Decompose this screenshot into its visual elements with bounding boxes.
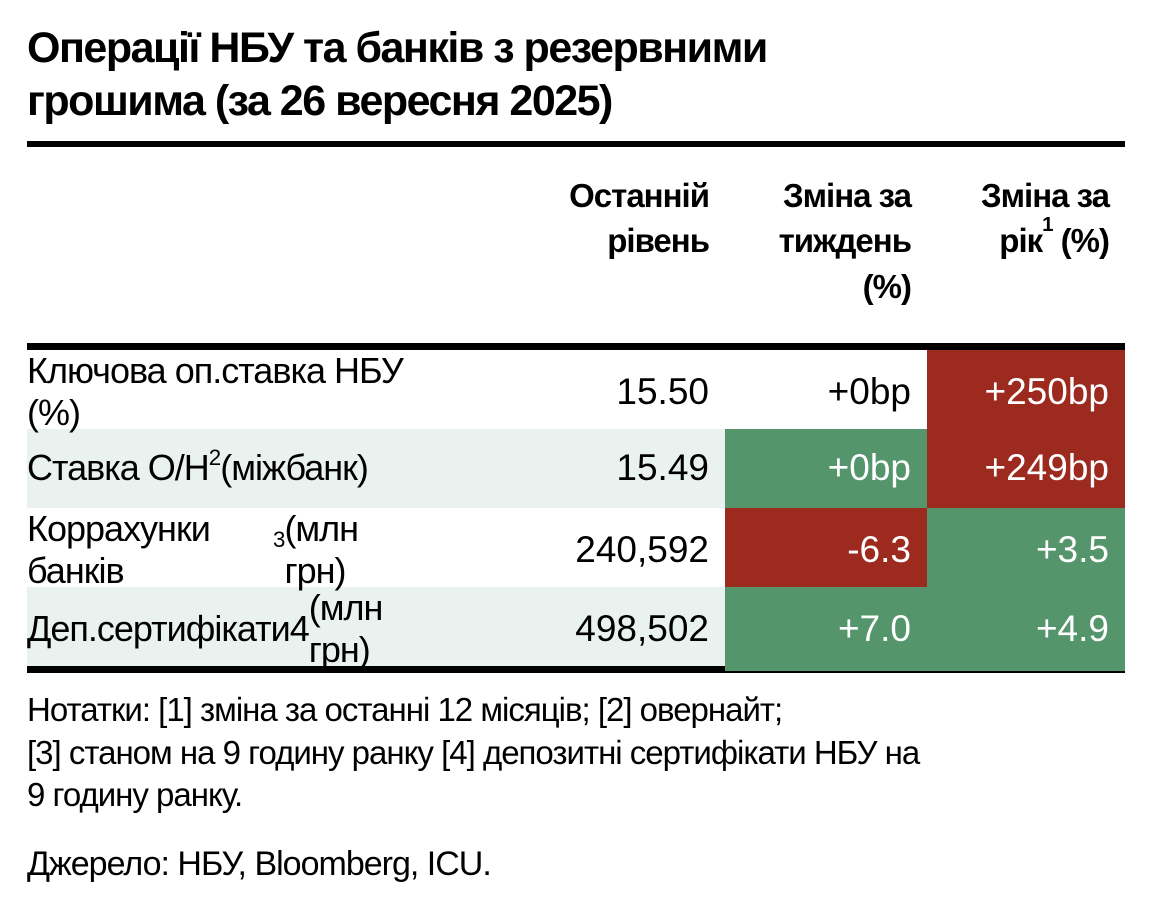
footnotes: Нотатки: [1] зміна за останні 12 місяців… [27, 689, 1127, 818]
table-row: Ключова оп.ставка НБУ (%) 15.50 +0bp +25… [27, 349, 1125, 434]
header-year-change: Зміна за рік1 (%) [980, 176, 1110, 260]
year-change-value: +249bp [927, 428, 1125, 508]
page-title: Операції НБУ та банків з резервними гроши… [27, 22, 1127, 129]
footnote-line: Нотатки: [1] зміна за останні 12 місяців… [27, 690, 783, 728]
page-title-line1: Операції НБУ та банків з резервними [27, 24, 768, 72]
source-line: Джерело: НБУ, Bloomberg, ICU. [27, 845, 492, 884]
week-change-value: -6.3 [725, 507, 927, 592]
table-body: Ключова оп.ставка НБУ (%) 15.50 +0bp +25… [27, 349, 1125, 671]
footnote-line: 9 годину ранку. [27, 776, 243, 814]
header-rule [27, 342, 1125, 350]
last-level-value: 15.49 [616, 447, 709, 489]
last-level-value: 240,592 [575, 528, 709, 570]
year-change-value: +3.5 [927, 507, 1125, 592]
title-rule [27, 140, 1125, 147]
footnote-line: [3] станом на 9 годину ранку [4] депозит… [27, 733, 920, 771]
row-label: Ставка О/Н 2 (міжбанк) [27, 445, 369, 489]
page-title-line2: грошима (за 26 вересня 2025) [27, 77, 613, 126]
table-header-row: Останній рівень Зміна за тиждень (%) Зміна … [27, 173, 1125, 343]
bottom-rule [27, 665, 1125, 673]
table-row: Деп.сертифікати4 (млн грн) 498,502 +7.0 … [27, 586, 1125, 671]
row-label: Деп.сертифікати4 (млн грн) [27, 586, 383, 670]
last-level-value: 498,502 [575, 607, 709, 649]
footnote-marker: 1 [1042, 212, 1053, 236]
year-change-value: +250bp [927, 349, 1125, 434]
row-label: Ключова оп.ставка НБУ (%) [27, 349, 404, 433]
week-change-value: +0bp [827, 370, 911, 412]
table-row: Ставка О/Н 2 (міжбанк) 15.49 +0bp +249bp [27, 428, 1125, 508]
table-row: Коррахунки банків 3 (млн грн) 240,592 -6.… [27, 507, 1125, 592]
row-label: Коррахунки банків 3 (млн грн) [27, 507, 359, 591]
header-week-change: Зміна за тиждень (%) [778, 176, 912, 305]
year-change-value: +4.9 [927, 586, 1125, 671]
last-level-value: 15.50 [616, 370, 709, 412]
week-change-value: +0bp [725, 428, 927, 508]
header-last-level: Останній рівень [569, 176, 710, 260]
week-change-value: +7.0 [725, 586, 927, 671]
